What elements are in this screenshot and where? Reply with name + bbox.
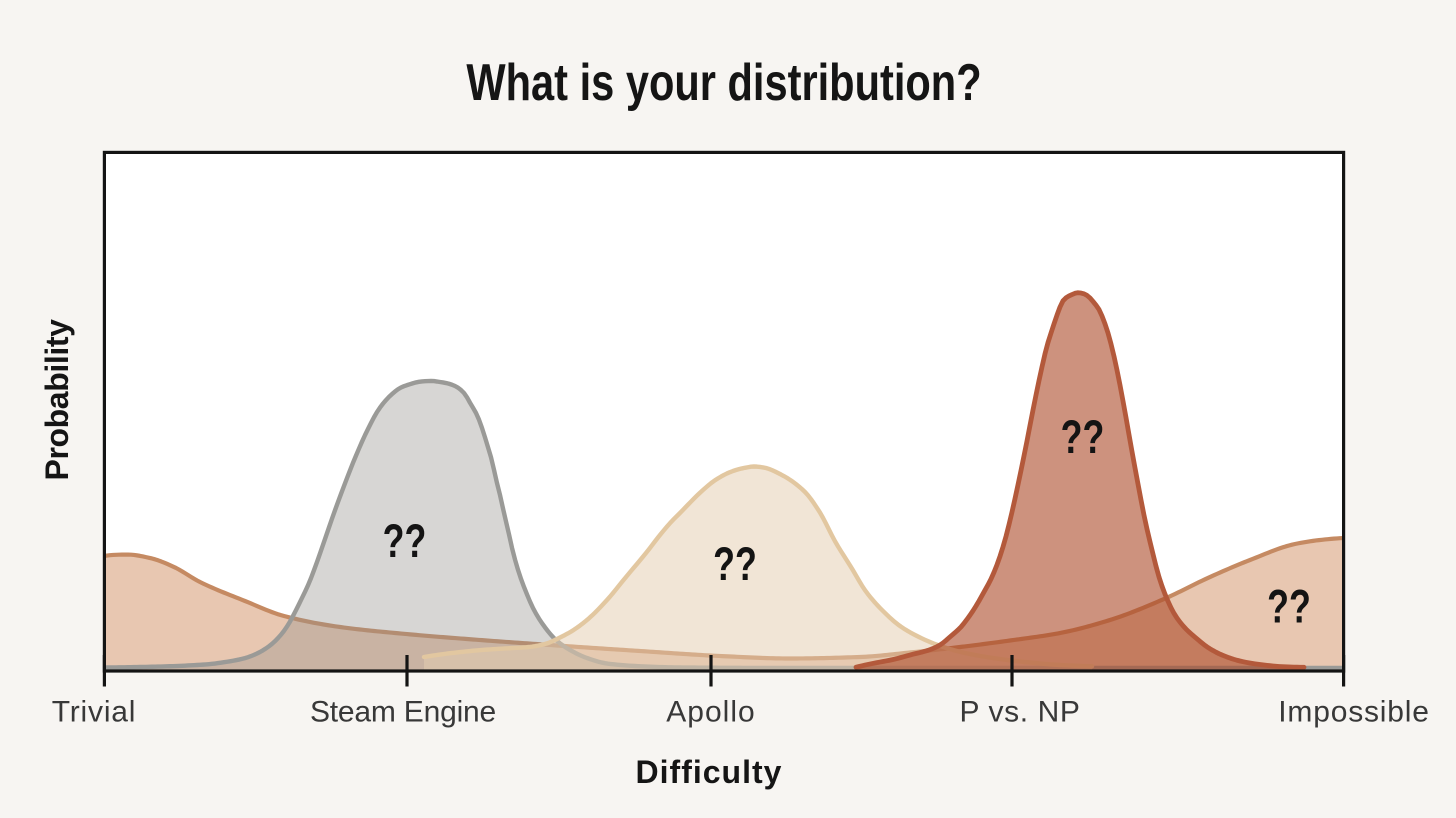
svg-text:??: ?? <box>1267 580 1311 633</box>
svg-text:Impossible: Impossible <box>1278 696 1429 729</box>
svg-text:Steam Engine: Steam Engine <box>310 696 496 729</box>
svg-text:Apollo: Apollo <box>666 696 755 729</box>
svg-text:P vs. NP: P vs. NP <box>960 696 1081 729</box>
svg-text:Difficulty: Difficulty <box>636 754 783 790</box>
svg-text:??: ?? <box>383 514 427 567</box>
svg-text:What is your distribution?: What is your distribution? <box>466 53 981 112</box>
svg-text:Trivial: Trivial <box>52 696 136 729</box>
svg-text:??: ?? <box>1061 410 1105 463</box>
svg-text:??: ?? <box>713 537 757 590</box>
svg-text:Probability: Probability <box>39 319 75 481</box>
